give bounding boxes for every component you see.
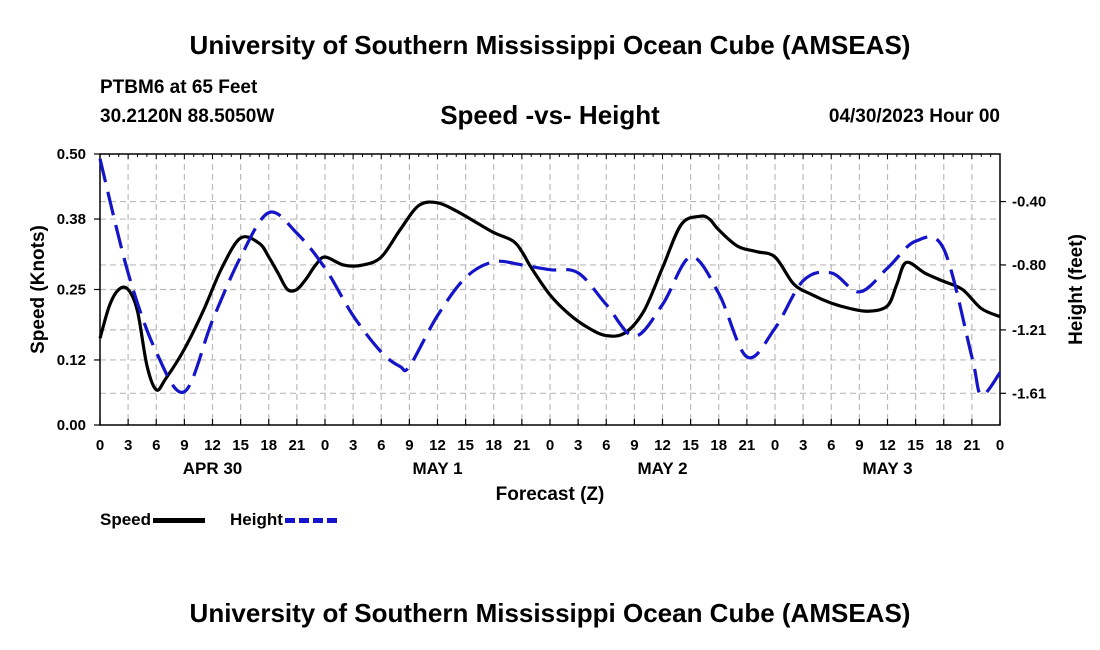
y-left-tick-label: 0.50: [57, 146, 86, 163]
height-series-line: [98, 158, 1002, 397]
station-label: PTBM6 at 65 Feet: [100, 77, 258, 98]
x-tick-label: 18: [710, 437, 727, 454]
x-tick-label: 0: [996, 437, 1004, 454]
x-tick-label: 15: [682, 437, 699, 454]
x-tick-label: 3: [349, 437, 357, 454]
x-tick-label: 9: [405, 437, 413, 454]
x-tick-label: 6: [377, 437, 385, 454]
x-tick-label: 0: [96, 437, 104, 454]
chart-subtitle: Speed -vs- Height: [440, 100, 660, 130]
legend-speed-swatch: [153, 517, 206, 523]
x-tick-label: 18: [485, 437, 502, 454]
legend-height-swatch: [284, 517, 337, 523]
x-tick-label: 9: [855, 437, 863, 454]
x-day-label: MAY 3: [862, 459, 912, 478]
x-tick-label: 12: [879, 437, 896, 454]
chart-title: University of Southern Mississippi Ocean…: [189, 30, 911, 60]
x-tick-label: 12: [654, 437, 671, 454]
x-tick-label: 6: [152, 437, 160, 454]
x-tick-label: 12: [204, 437, 221, 454]
x-tick-label: 21: [289, 437, 306, 454]
y-left-tick-label: 0.38: [57, 211, 86, 228]
x-tick-label: 9: [180, 437, 188, 454]
y-left-tick-label: 0.00: [57, 417, 86, 434]
x-tick-label: 9: [630, 437, 638, 454]
x-tick-label: 3: [799, 437, 807, 454]
y-left-tick-label: 0.25: [57, 282, 86, 299]
x-tick-label: 21: [514, 437, 531, 454]
x-tick-label: 18: [260, 437, 277, 454]
y-right-tick-label: -0.80: [1012, 257, 1046, 274]
x-tick-label: 21: [964, 437, 981, 454]
speed-series-line: [98, 200, 1001, 392]
coordinates-label: 30.2120N 88.5050W: [100, 106, 275, 127]
x-tick-label: 6: [602, 437, 610, 454]
x-tick-label: 6: [827, 437, 835, 454]
y-right-tick-label: -1.61: [1012, 385, 1046, 402]
x-tick-label: 3: [124, 437, 132, 454]
x-tick-label: 0: [546, 437, 554, 454]
x-tick-label: 18: [935, 437, 952, 454]
forecast-datetime: 04/30/2023 Hour 00: [828, 106, 1000, 127]
x-axis-title: Forecast (Z): [496, 484, 605, 505]
x-tick-label: 21: [739, 437, 756, 454]
x-day-label: MAY 2: [637, 459, 687, 478]
x-tick-label: 0: [321, 437, 329, 454]
legend-height-label: Height: [230, 510, 283, 529]
y-left-tick-label: 0.12: [57, 352, 86, 369]
x-day-label: APR 30: [183, 459, 243, 478]
x-day-label: MAY 1: [412, 459, 462, 478]
legend-speed-label: Speed: [100, 510, 152, 529]
y-left-axis-title: Speed (Knots): [28, 225, 49, 354]
y-right-tick-label: -0.40: [1012, 194, 1046, 211]
x-tick-label: 12: [429, 437, 446, 454]
y-right-tick-label: -1.21: [1012, 322, 1046, 339]
footer-title: University of Southern Mississippi Ocean…: [189, 598, 911, 628]
y-right-axis-title: Height (feet): [1066, 234, 1087, 345]
x-tick-label: 0: [771, 437, 779, 454]
legend-height: Height: [230, 510, 337, 530]
x-tick-label: 15: [457, 437, 474, 454]
x-tick-label: 15: [907, 437, 924, 454]
x-tick-label: 3: [574, 437, 582, 454]
x-tick-label: 15: [232, 437, 249, 454]
legend-speed: Speed: [100, 510, 206, 530]
